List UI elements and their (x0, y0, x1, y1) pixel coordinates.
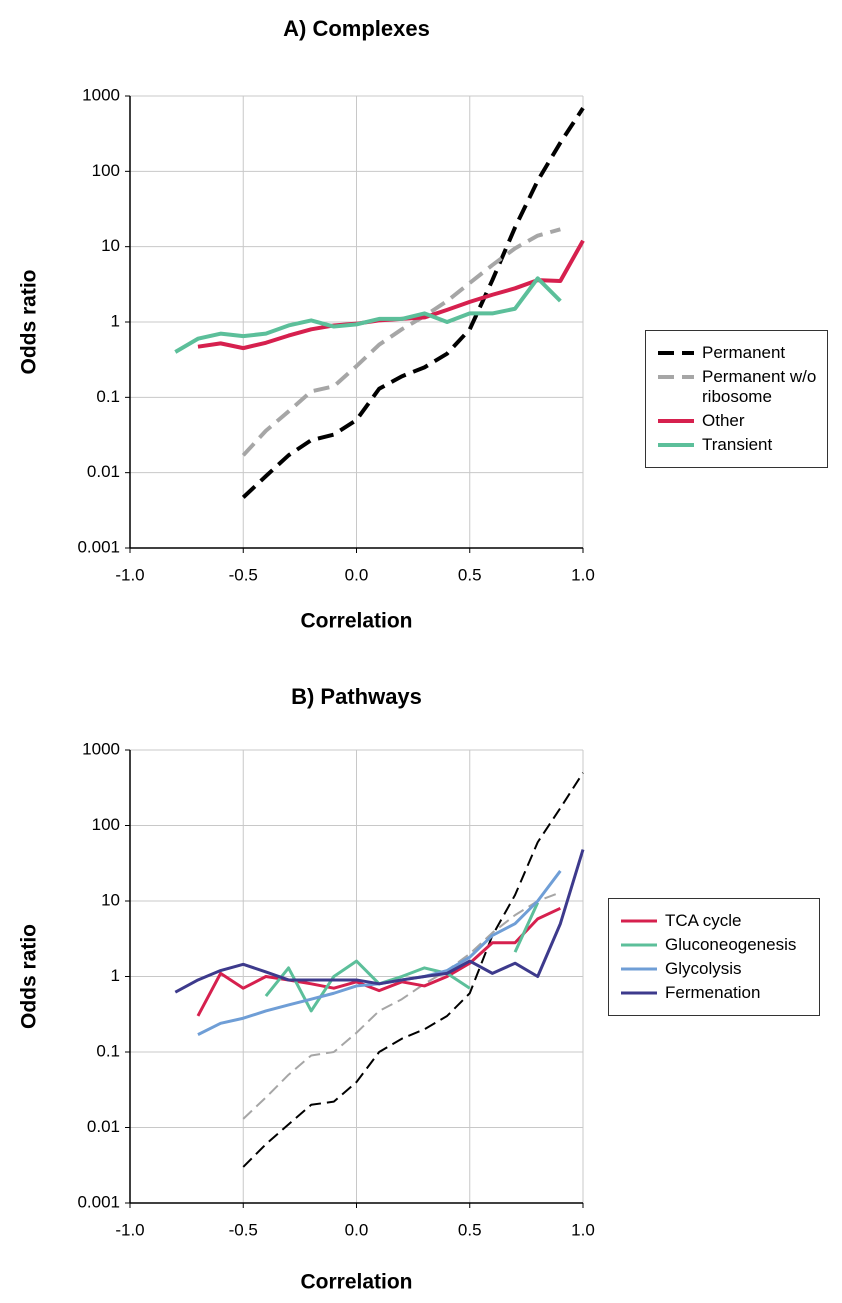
y-tick-label: 100 (92, 815, 120, 834)
x-tick-label: -1.0 (115, 565, 144, 584)
legend-label: TCA cycle (665, 911, 742, 930)
legend-entry: Gluconeogenesis (619, 935, 809, 955)
chart-title: A) Complexes (283, 16, 430, 41)
legend-label: Fermenation (665, 983, 761, 1002)
series-line (264, 902, 540, 1013)
legend-label: Glycolysis (665, 959, 742, 978)
y-tick-label: 0.1 (96, 1041, 120, 1060)
y-tick-label: 0.01 (87, 462, 120, 481)
legend-swatch (621, 919, 657, 923)
legend-label: Other (702, 411, 745, 430)
y-tick-label: 1000 (82, 85, 120, 104)
x-tick-label: 1.0 (571, 1220, 595, 1239)
y-tick-label: 10 (101, 890, 120, 909)
y-tick-label: 1000 (82, 739, 120, 758)
legend-entry: TCA cycle (619, 911, 809, 931)
series-line (197, 870, 562, 1036)
y-tick-label: 0.001 (77, 1192, 120, 1211)
series-line (196, 906, 561, 1017)
legend-swatch (658, 443, 694, 447)
y-tick-label: 0.1 (96, 387, 120, 406)
series-line (242, 772, 584, 1168)
legend-label: Gluconeogenesis (665, 935, 797, 954)
legend-entry: Permanent w/o ribosome (656, 367, 817, 407)
series-line (242, 891, 561, 1120)
legend-entry: Fermenation (619, 983, 809, 1003)
x-tick-label: 1.0 (571, 565, 595, 584)
legend-entry: Permanent (656, 343, 817, 363)
y-tick-label: 0.001 (77, 537, 120, 556)
legend-entry: Transient (656, 435, 817, 455)
legend-swatch (621, 991, 657, 995)
y-axis-label: Odds ratio (18, 924, 41, 1029)
legend-swatch (658, 375, 694, 379)
legend-label: Permanent w/o ribosome (702, 367, 817, 406)
series-line (241, 107, 585, 499)
x-tick-label: -0.5 (229, 565, 258, 584)
series-line (241, 227, 561, 457)
x-tick-label: 0.0 (345, 565, 369, 584)
x-tick-label: 0.5 (458, 565, 482, 584)
legend-swatch (621, 967, 657, 971)
y-tick-label: 100 (92, 161, 120, 180)
legend-swatch (621, 943, 657, 947)
y-tick-label: 10 (101, 236, 120, 255)
legend-entry: Other (656, 411, 817, 431)
x-tick-label: -0.5 (229, 1220, 258, 1239)
legend: TCA cycle Gluconeogenesis Glycolysis Fermen… (608, 898, 820, 1016)
x-tick-label: -1.0 (115, 1220, 144, 1239)
series-line (174, 276, 562, 354)
legend: Permanent Permanent w/o ribosome Other Tran… (645, 330, 828, 468)
legend-entry: Glycolysis (619, 959, 809, 979)
y-tick-label: 0.01 (87, 1117, 120, 1136)
x-axis-label: Correlation (300, 610, 412, 633)
legend-swatch (658, 419, 694, 423)
legend-label: Transient (702, 435, 773, 454)
series-line (174, 849, 585, 994)
chart-title: B) Pathways (291, 684, 422, 709)
y-tick-label: 1 (111, 311, 120, 330)
legend-swatch (658, 351, 694, 355)
y-axis-label: Odds ratio (18, 269, 41, 374)
y-tick-label: 1 (111, 966, 120, 985)
x-tick-label: 0.0 (345, 1220, 369, 1239)
x-axis-label: Correlation (300, 1271, 412, 1294)
x-tick-label: 0.5 (458, 1220, 482, 1239)
legend-label: Permanent (702, 343, 786, 362)
